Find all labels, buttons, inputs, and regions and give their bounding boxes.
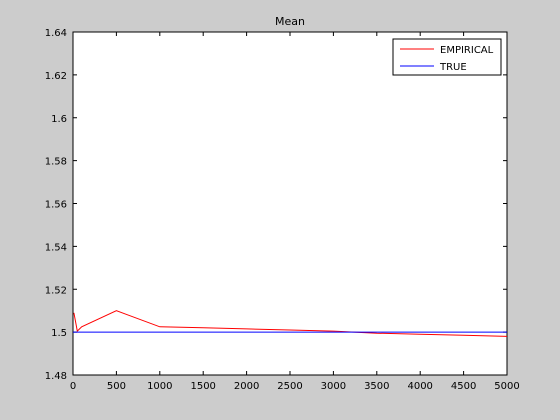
y-tick-label: 1.58 — [45, 157, 67, 168]
y-tick-label: 1.6 — [51, 114, 67, 125]
legend-label-empirical: EMPIRICAL — [440, 45, 494, 56]
x-tick-label: 2500 — [277, 381, 302, 392]
y-tick-label: 1.62 — [45, 71, 67, 82]
x-tick-label: 4000 — [407, 381, 432, 392]
x-tick-label: 1000 — [147, 381, 172, 392]
y-tick-label: 1.5 — [51, 328, 67, 339]
chart-title: Mean — [275, 15, 305, 28]
plot-area — [72, 31, 508, 376]
y-tick-label: 1.64 — [45, 28, 67, 39]
series-line-empirical — [73, 310, 508, 337]
x-tick-label: 500 — [107, 381, 126, 392]
series-layer — [73, 310, 508, 337]
legend-label-true: TRUE — [439, 62, 467, 73]
x-axis: 0 500 1000 1500 2000 2500 3000 3500 4000 4500 5000 — [70, 32, 520, 392]
x-tick-label: 3000 — [321, 381, 346, 392]
y-tick-label: 1.48 — [45, 371, 67, 382]
y-axis: 1.48 1.5 1.52 1.54 1.56 1.58 1.6 1.62 1.64 — [45, 28, 507, 382]
y-tick-label: 1.54 — [45, 242, 67, 253]
x-tick-label: 4500 — [451, 381, 476, 392]
x-tick-label: 3500 — [364, 381, 389, 392]
x-tick-label: 5000 — [494, 381, 519, 392]
x-tick-label: 0 — [70, 381, 76, 392]
legend-box — [392, 38, 502, 76]
x-tick-label: 2000 — [234, 381, 259, 392]
y-tick-label: 1.52 — [45, 285, 67, 296]
legend: EMPIRICAL TRUE — [392, 38, 502, 76]
x-tick-label: 1500 — [190, 381, 215, 392]
y-tick-label: 1.56 — [45, 200, 67, 211]
